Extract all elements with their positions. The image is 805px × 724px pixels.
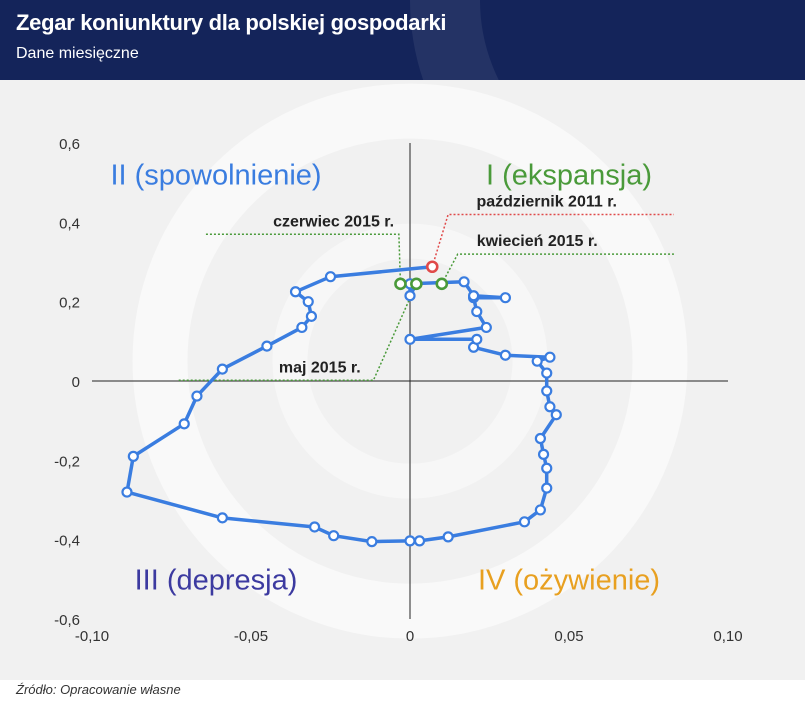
- highlight-point: [425, 260, 439, 274]
- data-point: [471, 305, 483, 318]
- data-point: [534, 432, 546, 445]
- data-point: [324, 271, 337, 283]
- y-tick-label: 0: [72, 374, 80, 391]
- data-point: [442, 531, 454, 543]
- business-cycle-clock-chart: 0,6 0,4 0,2 0 -0,2 -0,4 -0,6-0,10 -0,05 0 0,05 0,1…: [54, 83, 743, 645]
- data-point: [261, 340, 273, 352]
- data-point: [121, 486, 133, 498]
- data-point: [550, 409, 562, 421]
- data-point: [296, 321, 308, 334]
- decorative-ring: [410, 0, 805, 80]
- leader-line: [178, 283, 418, 382]
- highlight-point: [394, 277, 407, 291]
- data-point: [458, 276, 470, 288]
- source-note: Źródło: Opracowanie własne: [16, 682, 181, 697]
- y-tick-label: 0,4: [59, 215, 80, 232]
- data-point: [216, 512, 228, 524]
- y-tick-label: 0,2: [59, 295, 80, 312]
- data-point: [191, 390, 203, 402]
- data-point: [289, 286, 302, 298]
- highlight-label: maj 2015 r.: [279, 359, 361, 376]
- data-point: [518, 516, 531, 528]
- y-tick-label: -0,6: [54, 612, 80, 629]
- data-point: [537, 448, 550, 460]
- data-point: [305, 310, 318, 322]
- data-point: [541, 462, 553, 474]
- x-tick-label: -0,05: [234, 628, 268, 645]
- highlight-label: październik 2011 r.: [476, 193, 617, 210]
- data-point: [541, 367, 553, 379]
- data-point: [309, 521, 321, 533]
- data-point: [531, 355, 543, 367]
- data-point: [328, 530, 340, 542]
- leader-line: [441, 253, 674, 285]
- y-tick-label: -0,2: [54, 453, 80, 470]
- data-point: [302, 296, 314, 308]
- x-tick-label: -0,10: [75, 628, 109, 645]
- data-point: [471, 333, 483, 345]
- x-tick-label: 0,05: [554, 628, 583, 645]
- data-point: [541, 385, 553, 397]
- data-point: [404, 290, 416, 302]
- data-point: [468, 290, 480, 302]
- header: Zegar koniunktury dla polskiej gospodark…: [0, 0, 805, 80]
- y-tick-label: 0,6: [59, 136, 80, 153]
- data-point: [544, 401, 556, 413]
- y-tick-label: -0,4: [54, 533, 80, 550]
- data-point: [366, 536, 378, 548]
- quadrant-label-I: I (ekspansja): [486, 160, 652, 192]
- quadrant-label-III: III (depresja): [135, 564, 298, 596]
- highlight-label: kwiecień 2015 r.: [477, 233, 598, 250]
- quadrant-label-II: II (spowolnienie): [110, 160, 321, 192]
- highlight-label: czerwiec 2015 r.: [273, 213, 394, 230]
- leader-line: [205, 233, 402, 284]
- chart-subtitle: Dane miesięczne: [16, 45, 139, 62]
- data-point: [534, 504, 546, 516]
- data-point: [544, 351, 556, 363]
- leader-line: [431, 213, 674, 267]
- data-point: [480, 321, 492, 334]
- quadrant-label-IV: IV (ożywienie): [478, 564, 660, 596]
- x-tick-label: 0: [406, 628, 414, 645]
- data-point: [404, 333, 416, 345]
- highlight-point: [435, 277, 449, 291]
- data-point: [216, 363, 228, 375]
- data-point: [499, 292, 511, 304]
- data-point: [413, 535, 426, 547]
- chart-title: Zegar koniunktury dla polskiej gospodark…: [16, 10, 447, 35]
- highlight-point: [410, 277, 423, 291]
- data-point: [404, 535, 416, 547]
- data-point: [541, 482, 553, 494]
- data-point: [127, 450, 139, 462]
- data-point: [178, 418, 190, 430]
- data-point: [499, 349, 511, 361]
- x-tick-label: 0,10: [713, 628, 742, 645]
